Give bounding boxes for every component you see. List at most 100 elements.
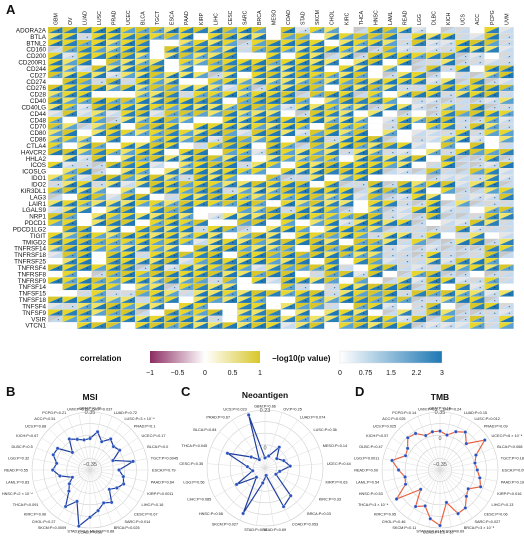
heatmap-cell-pvalue xyxy=(251,116,267,124)
heatmap-significance-star: * xyxy=(378,86,380,91)
heatmap-cell-correlation xyxy=(164,84,179,92)
heatmap-significance-star: * xyxy=(290,67,292,72)
heatmap-cancer-label: LAML xyxy=(388,11,394,25)
heatmap-cancer-label: PAAD xyxy=(184,11,190,25)
heatmap-cell-correlation xyxy=(91,142,107,149)
heatmap-cell-pvalue xyxy=(324,161,339,169)
heatmap-cell-pvalue xyxy=(91,200,107,207)
heatmap-cell-pvalue xyxy=(48,181,63,188)
heatmap-cell-correlation xyxy=(48,258,63,265)
heatmap-significance-star: * xyxy=(101,240,103,245)
heatmap-cell-pvalue xyxy=(135,116,150,124)
heatmap-cell-pvalue xyxy=(280,168,296,175)
heatmap-cell-pvalue xyxy=(455,78,470,85)
heatmap-cell-correlation xyxy=(280,226,296,233)
heatmap-significance-star: * xyxy=(363,74,365,79)
heatmap-cell-correlation xyxy=(178,187,194,194)
heatmap-significance-star: * xyxy=(174,260,176,265)
heatmap-cell-correlation xyxy=(440,91,456,98)
heatmap-cell-correlation xyxy=(353,52,369,60)
heatmap-cell-pvalue xyxy=(484,155,500,162)
heatmap-significance-star: * xyxy=(348,208,350,213)
heatmap-cell-correlation xyxy=(222,238,238,246)
heatmap-cell-correlation xyxy=(469,181,485,188)
heatmap-gene-label: TNFSF18 xyxy=(19,297,47,304)
heatmap-cell-pvalue xyxy=(499,46,514,53)
heatmap-cell-correlation xyxy=(469,161,485,169)
heatmap-significance-star: * xyxy=(479,48,481,53)
heatmap-cell-pvalue xyxy=(353,187,369,194)
heatmap-cell-pvalue xyxy=(266,200,281,207)
heatmap-cell-pvalue xyxy=(222,39,238,47)
heatmap-cell-pvalue xyxy=(295,155,310,162)
heatmap-cell-correlation xyxy=(106,33,121,40)
heatmap-cell-correlation xyxy=(149,193,165,201)
heatmap-cell-pvalue xyxy=(397,46,412,53)
heatmap-cell-pvalue xyxy=(149,226,165,233)
heatmap-cell-pvalue xyxy=(440,123,456,130)
heatmap-cell-correlation xyxy=(397,142,412,149)
heatmap-cell-pvalue xyxy=(440,232,456,239)
heatmap-cell-correlation xyxy=(484,258,500,265)
heatmap-significance-star: * xyxy=(421,106,423,111)
heatmap-cell-pvalue xyxy=(455,104,470,111)
heatmap-cell-pvalue xyxy=(251,71,267,79)
heatmap-cell-pvalue xyxy=(368,181,383,188)
heatmap-cell-pvalue xyxy=(353,110,369,117)
heatmap-cell-pvalue xyxy=(455,39,470,47)
heatmap-significance-star: * xyxy=(421,99,423,104)
heatmap-cell-correlation xyxy=(397,206,412,214)
heatmap-significance-star: * xyxy=(232,170,234,175)
heatmap-cell-pvalue xyxy=(440,200,456,207)
heatmap-cell-pvalue xyxy=(222,226,238,233)
heatmap-cell-pvalue xyxy=(339,238,354,246)
heatmap-cell-correlation xyxy=(77,65,92,72)
heatmap-significance-star: * xyxy=(305,106,307,111)
heatmap-cell-pvalue xyxy=(353,52,369,60)
heatmap-cell-pvalue xyxy=(455,168,470,175)
heatmap-cell-pvalue xyxy=(353,116,369,124)
heatmap-cell-pvalue xyxy=(91,181,107,188)
heatmap-significance-star: * xyxy=(494,125,496,130)
heatmap-cell-correlation xyxy=(164,232,179,239)
heatmap-cell-correlation xyxy=(397,136,412,143)
heatmap-significance-star: * xyxy=(378,234,380,239)
heatmap-cell-pvalue xyxy=(339,181,354,188)
heatmap-cell-pvalue xyxy=(309,251,325,259)
heatmap-cell-pvalue xyxy=(135,52,150,60)
heatmap-significance-star: * xyxy=(378,54,380,59)
heatmap-significance-star: * xyxy=(450,67,452,72)
heatmap-cell-correlation xyxy=(353,136,369,143)
heatmap-cell-correlation xyxy=(339,46,354,53)
heatmap-cell-correlation xyxy=(193,245,209,252)
heatmap-cell-pvalue xyxy=(48,219,63,227)
heatmap-cell-pvalue xyxy=(164,39,179,47)
heatmap-cell-correlation xyxy=(266,129,281,137)
heatmap-significance-star: * xyxy=(450,138,452,143)
heatmap-cell-pvalue xyxy=(77,187,92,194)
heatmap-significance-star: * xyxy=(421,221,423,226)
heatmap-cell-pvalue xyxy=(368,206,383,214)
heatmap-cell-pvalue xyxy=(455,52,470,60)
heatmap-cell-pvalue xyxy=(499,59,514,66)
heatmap-cell-correlation xyxy=(484,174,500,182)
heatmap-cell-pvalue xyxy=(339,245,354,252)
heatmap-significance-star: * xyxy=(116,67,118,72)
heatmap-cancer-label: KIRC xyxy=(344,12,350,25)
heatmap-cell-pvalue xyxy=(193,238,209,246)
heatmap-cell-pvalue xyxy=(368,123,383,130)
heatmap-cell-correlation xyxy=(455,91,470,98)
heatmap-cell-correlation xyxy=(164,193,179,201)
heatmap-significance-star: * xyxy=(261,221,263,226)
heatmap-cell-pvalue xyxy=(280,104,296,111)
heatmap-cell-pvalue xyxy=(426,136,441,143)
heatmap-cell-pvalue xyxy=(440,78,456,85)
heatmap-significance-star: * xyxy=(407,41,409,46)
heatmap-cell-pvalue xyxy=(178,161,194,169)
heatmap-significance-star: * xyxy=(218,131,220,136)
heatmap-cell-pvalue xyxy=(120,155,136,162)
heatmap-cell-correlation xyxy=(251,52,267,60)
heatmap-cell-pvalue xyxy=(426,110,441,117)
heatmap-cell-correlation xyxy=(397,46,412,53)
heatmap-cell-correlation xyxy=(77,219,92,227)
